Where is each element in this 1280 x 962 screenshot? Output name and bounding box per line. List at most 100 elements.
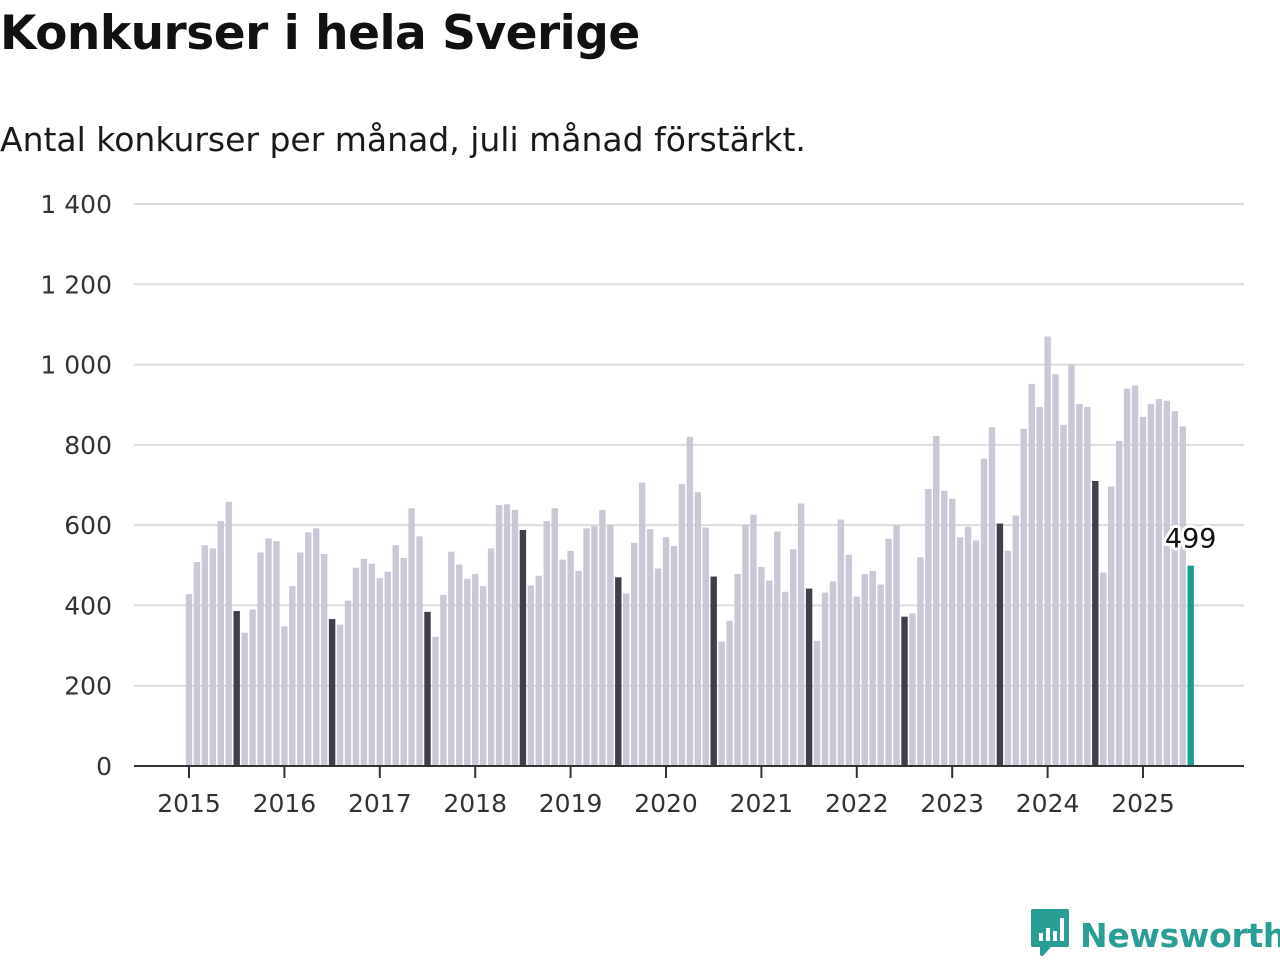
bar bbox=[432, 636, 439, 766]
bar bbox=[829, 581, 837, 766]
bar bbox=[519, 529, 527, 766]
bar bbox=[416, 536, 423, 766]
bar bbox=[440, 594, 447, 766]
bar bbox=[1044, 336, 1051, 766]
bar bbox=[1115, 440, 1123, 766]
bar bbox=[1171, 411, 1178, 766]
bar bbox=[185, 594, 193, 766]
bar bbox=[1155, 399, 1163, 766]
bar bbox=[678, 484, 686, 766]
x-tick-label: 2020 bbox=[634, 789, 698, 818]
bar bbox=[821, 592, 829, 766]
y-tick-label: 1 200 bbox=[40, 270, 112, 299]
bar bbox=[328, 619, 336, 766]
x-tick-label: 2023 bbox=[920, 789, 984, 818]
bar bbox=[1020, 428, 1027, 766]
bar bbox=[638, 482, 646, 766]
bar bbox=[408, 508, 415, 766]
bars bbox=[185, 336, 1194, 766]
y-tick-label: 200 bbox=[64, 672, 112, 701]
bar bbox=[1004, 550, 1012, 766]
bar bbox=[742, 525, 749, 766]
bar bbox=[1060, 424, 1067, 766]
bar bbox=[845, 554, 853, 766]
bar bbox=[599, 509, 606, 766]
bar bbox=[511, 509, 519, 766]
bar bbox=[1068, 364, 1075, 766]
bar bbox=[837, 519, 845, 766]
bar bbox=[313, 528, 320, 766]
bar bbox=[360, 558, 368, 766]
bar bbox=[1036, 407, 1043, 766]
bar bbox=[527, 585, 535, 766]
y-tick-label: 0 bbox=[96, 752, 112, 781]
newsworthy-logo: Newsworthy bbox=[1030, 908, 1280, 962]
bar bbox=[376, 578, 383, 766]
bar bbox=[201, 545, 209, 766]
bar bbox=[1179, 426, 1186, 766]
bar bbox=[1028, 383, 1035, 766]
bar bbox=[400, 558, 407, 766]
bar bbox=[901, 616, 908, 766]
bar bbox=[368, 563, 376, 766]
bar bbox=[297, 552, 304, 766]
bar bbox=[869, 570, 876, 766]
bar bbox=[615, 577, 622, 766]
x-tick-label: 2021 bbox=[730, 789, 794, 818]
bar bbox=[734, 574, 741, 766]
bar bbox=[1092, 480, 1099, 766]
bar bbox=[988, 427, 996, 766]
bar bbox=[289, 586, 296, 766]
bar bbox=[917, 557, 924, 766]
bar bbox=[1187, 565, 1194, 766]
bar bbox=[766, 580, 773, 766]
bar bbox=[646, 529, 654, 766]
bar bbox=[503, 504, 511, 766]
y-tick-label: 1 400 bbox=[40, 190, 112, 219]
bar bbox=[710, 576, 717, 766]
bar bbox=[774, 531, 781, 766]
bar bbox=[670, 546, 678, 766]
bar bbox=[877, 584, 884, 766]
bar bbox=[813, 640, 821, 766]
bar bbox=[790, 549, 797, 766]
bar bbox=[265, 538, 272, 766]
bar bbox=[273, 541, 280, 766]
bar bbox=[933, 436, 940, 766]
bar bbox=[1052, 374, 1059, 766]
bar bbox=[225, 501, 232, 766]
bar bbox=[424, 611, 431, 766]
bar bbox=[217, 521, 224, 766]
bar bbox=[209, 548, 217, 766]
bar bbox=[893, 525, 900, 766]
bar bbox=[559, 559, 566, 766]
bar bbox=[464, 578, 471, 766]
bar bbox=[782, 591, 789, 766]
bar bbox=[479, 586, 487, 766]
bar bbox=[686, 436, 694, 766]
bar bbox=[1084, 407, 1091, 766]
x-tick-label: 2024 bbox=[1016, 789, 1080, 818]
bar bbox=[750, 514, 757, 766]
bar bbox=[591, 525, 598, 766]
bar bbox=[909, 613, 916, 766]
bar bbox=[1123, 388, 1131, 766]
bar bbox=[583, 528, 590, 766]
bar bbox=[861, 574, 868, 766]
bar bbox=[885, 538, 892, 766]
bar bbox=[384, 571, 391, 766]
bar bbox=[949, 498, 956, 766]
bar bbox=[487, 548, 495, 766]
bar bbox=[193, 562, 201, 766]
bar bbox=[718, 641, 725, 766]
bar bbox=[694, 492, 701, 766]
x-tick-label: 2019 bbox=[539, 789, 603, 818]
bar bbox=[623, 593, 630, 766]
x-tick-label: 2025 bbox=[1111, 789, 1175, 818]
y-tick-label: 800 bbox=[64, 431, 112, 460]
bar bbox=[1147, 403, 1155, 766]
bar bbox=[344, 600, 352, 766]
bar bbox=[472, 574, 479, 766]
chart-title: Konkurser i hela Sverige bbox=[0, 6, 640, 61]
